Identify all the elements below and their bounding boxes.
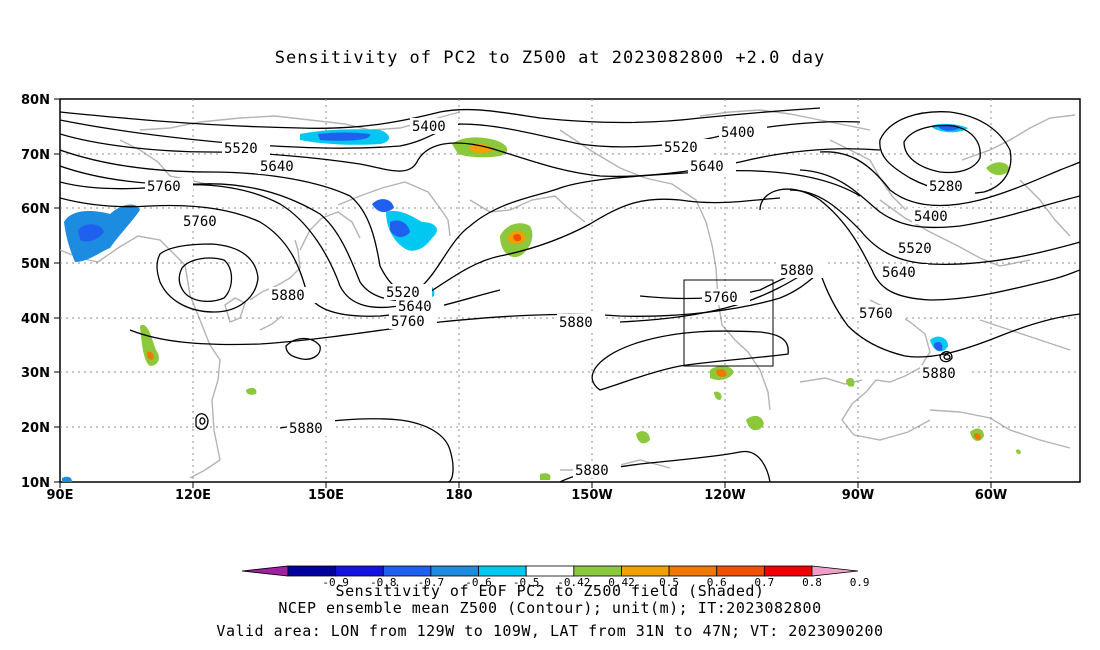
- contour-label: 5880: [289, 421, 323, 437]
- contour-label: 5760: [147, 179, 181, 195]
- colorbar-tick-label: -0.6: [465, 576, 492, 589]
- colorbar-tick-label: 0.9: [850, 576, 870, 589]
- colorbar-segment: [573, 565, 622, 577]
- colorbar-segment: [478, 565, 527, 577]
- lon-label: 150W: [571, 488, 612, 503]
- lat-label: 30N: [21, 366, 50, 381]
- colorbar-segment: [621, 565, 670, 577]
- colorbar-segment: [525, 565, 575, 577]
- plot-frame: [59, 98, 1081, 483]
- contour-label: 5760: [859, 306, 893, 322]
- lat-label: 40N: [21, 312, 50, 327]
- contour-labels: 5400 5400 5400 5520 5520 5520 5520 5640 …: [145, 118, 975, 479]
- contour-label: 5520: [664, 140, 698, 156]
- lat-label: 70N: [21, 148, 50, 163]
- footer-line-1: Sensitivity of EOF PC2 to Z500 field (Sh…: [335, 582, 765, 600]
- contour-label: 5880: [575, 463, 609, 479]
- contour-label: 5400: [412, 119, 446, 135]
- contour-label: 5880: [780, 263, 814, 279]
- lat-label: 50N: [21, 257, 50, 272]
- colorbar-segment: [763, 565, 813, 577]
- colorbar-segment: [287, 565, 337, 577]
- lat-label: 20N: [21, 421, 50, 436]
- colorbar-tick-label: -0.9: [322, 576, 349, 589]
- lon-label: 90W: [842, 488, 874, 503]
- colorbar-segment: [430, 565, 479, 577]
- colorbar-segment: [335, 565, 384, 577]
- sensitivity-shading: [62, 123, 1021, 482]
- contour-label: 5880: [559, 315, 593, 331]
- axis-ticks: [54, 98, 992, 488]
- footer-line-3: Valid area: LON from 129W to 109W, LAT f…: [216, 622, 884, 640]
- colorbar-segment: [668, 565, 718, 577]
- contour-label: 5640: [882, 265, 916, 281]
- contour-label: 5400: [721, 125, 755, 141]
- contour-label: 5640: [260, 159, 294, 175]
- latitude-labels: 80N 70N 60N 50N 40N 30N 20N 10N: [21, 93, 50, 491]
- lon-label: 120E: [175, 488, 211, 503]
- colorbar-tick-label: -0.8: [370, 576, 397, 589]
- colorbar-tick-label: 0.7: [754, 576, 774, 589]
- colorbar-max-arrow: [811, 565, 859, 577]
- contour-label: 5760: [704, 290, 738, 306]
- contour-label: 5880: [922, 366, 956, 382]
- contour-label: 5640: [398, 299, 432, 315]
- lat-label: 60N: [21, 202, 50, 217]
- lon-label: 120W: [704, 488, 745, 503]
- contour-label: 5520: [224, 141, 258, 157]
- plot-title: Sensitivity of PC2 to Z500 at 2023082800…: [274, 48, 826, 68]
- colorbar-tick-label: 0.42: [608, 576, 635, 589]
- contour-label: 5880: [271, 288, 305, 304]
- lon-label: 90E: [47, 488, 74, 503]
- lat-label: 80N: [21, 93, 50, 108]
- contour-label: 5640: [690, 159, 724, 175]
- colorbar-tick-label: -0.7: [418, 576, 445, 589]
- colorbar-tick-label: 0.5: [659, 576, 679, 589]
- colorbar-segment: [716, 565, 765, 577]
- colorbar-tick-label: -0.5: [513, 576, 540, 589]
- footer-line-2: NCEP ensemble mean Z500 (Contour); unit(…: [278, 599, 822, 617]
- colorbar-tick-label: 0.6: [707, 576, 727, 589]
- colorbar-tick-label: 0.8: [802, 576, 822, 589]
- contour-label: 5760: [183, 214, 217, 230]
- contour-label: 5520: [898, 241, 932, 257]
- lon-label: 60W: [975, 488, 1007, 503]
- lon-label: 150E: [308, 488, 344, 503]
- longitude-labels: 90E 120E 150E 180 150W 120W 90W 60W: [47, 488, 1008, 503]
- colorbar: -0.9 -0.8 -0.7 -0.6 -0.5 -0.42 0.42 0.5 0.6 0.7 0.…: [241, 565, 870, 589]
- contour-label: 5520: [386, 285, 420, 301]
- lat-label: 10N: [21, 476, 50, 491]
- valid-area-box: [683, 279, 774, 367]
- contour-label: 5760: [391, 314, 425, 330]
- contour-label: 5400: [914, 209, 948, 225]
- contour-label: 5280: [929, 179, 963, 195]
- colorbar-min-arrow: [241, 565, 289, 577]
- colorbar-tick-label: -0.42: [557, 576, 590, 589]
- lon-label: 180: [445, 488, 472, 503]
- colorbar-segment: [382, 565, 432, 577]
